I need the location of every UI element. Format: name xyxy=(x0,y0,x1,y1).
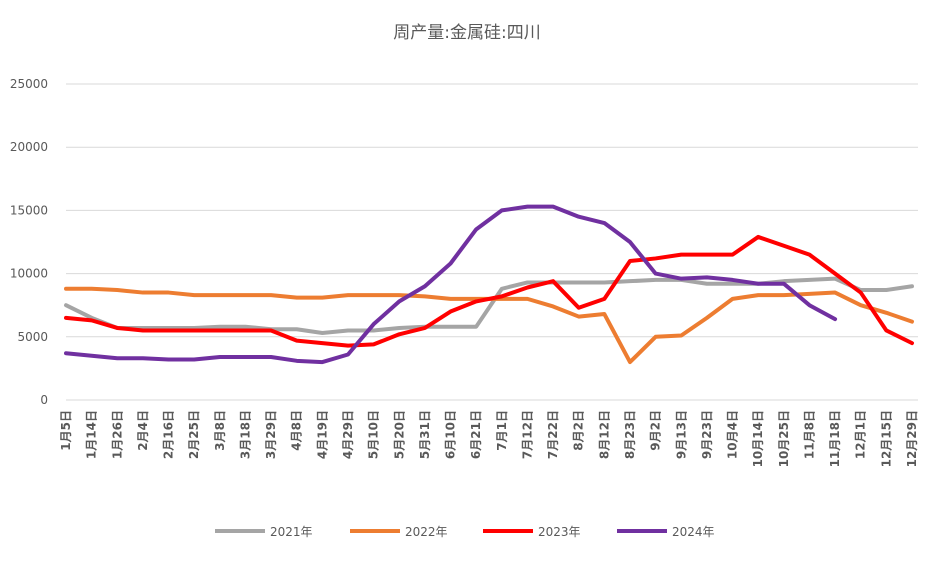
x-tick-label: 10月14日 xyxy=(751,410,765,467)
x-tick-label: 5月31日 xyxy=(418,410,432,459)
y-tick-label: 5000 xyxy=(17,330,48,344)
x-tick-label: 10月4日 xyxy=(726,410,740,459)
x-tick-label: 8月23日 xyxy=(623,410,637,459)
x-tick-label: 6月10日 xyxy=(444,410,458,459)
x-tick-label: 6月21日 xyxy=(469,410,483,459)
x-tick-label: 9月2日 xyxy=(649,410,663,451)
x-tick-label: 3月18日 xyxy=(238,410,252,459)
chart-title: 周产量:金属硅:四川 xyxy=(393,23,540,43)
legend-label: 2021年 xyxy=(270,525,313,539)
y-tick-label: 10000 xyxy=(10,267,48,281)
x-tick-label: 5月20日 xyxy=(392,410,406,459)
x-tick-label: 9月13日 xyxy=(674,410,688,459)
series-line xyxy=(64,204,838,365)
y-tick-label: 15000 xyxy=(10,203,48,217)
x-tick-label: 3月8日 xyxy=(213,410,227,451)
legend-label: 2024年 xyxy=(672,525,715,539)
x-tick-label: 4月29日 xyxy=(341,410,355,459)
series-line xyxy=(64,234,914,348)
y-tick-label: 25000 xyxy=(10,77,48,91)
legend-label: 2022年 xyxy=(405,525,448,539)
x-tick-label: 1月26日 xyxy=(110,410,124,459)
x-tick-label: 7月22日 xyxy=(546,410,560,459)
x-tick-label: 2月16日 xyxy=(162,410,176,459)
x-tick-label: 11月18日 xyxy=(828,410,842,467)
x-tick-label: 7月1日 xyxy=(495,410,509,451)
x-tick-label: 1月14日 xyxy=(85,410,99,459)
x-tick-label: 12月1日 xyxy=(854,410,868,459)
x-tick-label: 8月2日 xyxy=(572,410,586,451)
x-tick-label: 8月12日 xyxy=(597,410,611,459)
x-tick-label: 12月29日 xyxy=(905,410,919,467)
x-tick-label: 10月25日 xyxy=(777,410,791,467)
y-tick-label: 20000 xyxy=(10,140,48,154)
x-tick-label: 3月29日 xyxy=(264,410,278,459)
x-tick-label: 5月10日 xyxy=(367,410,381,459)
x-tick-label: 12月15日 xyxy=(879,410,893,467)
y-tick-label: 0 xyxy=(40,393,48,407)
x-tick-label: 4月19日 xyxy=(315,410,329,459)
x-tick-label: 2月25日 xyxy=(187,410,201,459)
x-tick-label: 2月4日 xyxy=(136,410,150,451)
x-tick-label: 4月8日 xyxy=(290,410,304,451)
x-tick-label: 9月23日 xyxy=(700,410,714,459)
x-tick-label: 1月5日 xyxy=(59,410,73,451)
x-tick-label: 7月12日 xyxy=(520,410,534,459)
legend-label: 2023年 xyxy=(538,525,581,539)
x-tick-label: 11月8日 xyxy=(802,410,816,459)
